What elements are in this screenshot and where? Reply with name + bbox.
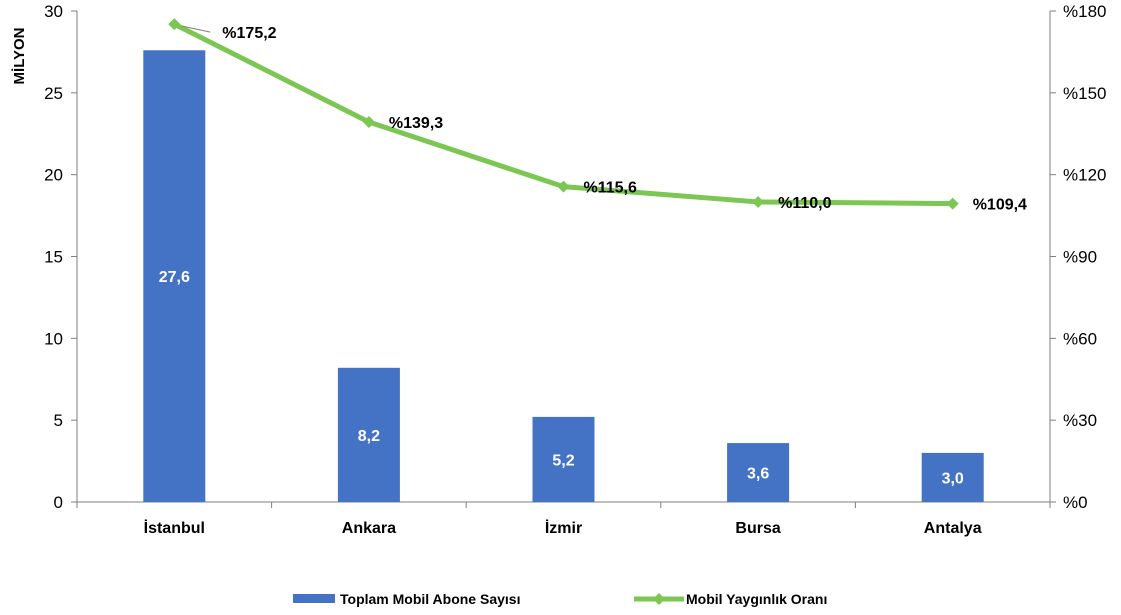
bar bbox=[727, 443, 790, 502]
line-data-label: %110,0 bbox=[778, 195, 831, 212]
labels-group: 27,6 8,2 5,2 3,6 3,0 %175,2 %139,3 %115,6 %110,0… bbox=[159, 25, 1027, 487]
left-tick-label: 20 bbox=[44, 166, 63, 185]
right-tick-label: %90 bbox=[1063, 248, 1097, 267]
category-label: Antalya bbox=[924, 520, 982, 537]
right-tick-label: %180 bbox=[1063, 2, 1106, 21]
legend-swatch-marker bbox=[653, 593, 665, 605]
leader-line bbox=[182, 25, 211, 33]
left-tick-label: 15 bbox=[44, 248, 63, 267]
bars-group bbox=[143, 50, 984, 502]
line-point-marker bbox=[168, 18, 181, 31]
y-axis-title: MİLYON bbox=[11, 28, 28, 85]
right-tick-label: %120 bbox=[1063, 166, 1106, 185]
bar-data-label: 3,6 bbox=[747, 466, 769, 483]
line-point-marker bbox=[752, 195, 765, 208]
left-tick-label: 10 bbox=[44, 329, 63, 348]
line-series-group bbox=[168, 18, 959, 210]
right-tick-label: %0 bbox=[1063, 493, 1088, 512]
bar-data-label: 27,6 bbox=[159, 269, 190, 286]
line-point-marker bbox=[557, 180, 570, 193]
legend-label-bar: Toplam Mobil Abone Sayısı bbox=[340, 591, 520, 607]
right-tick-label: %150 bbox=[1063, 84, 1106, 103]
legend-swatch-bar bbox=[293, 594, 335, 603]
line-point-marker bbox=[946, 197, 959, 210]
bar bbox=[921, 452, 984, 502]
line-data-label: %175,2 bbox=[222, 25, 276, 42]
line-point-marker bbox=[362, 116, 375, 129]
ticks-group: 0 5 10 15 20 25 30 %0 %30 %60 %90 %120 %150 %180 İstan… bbox=[44, 2, 1106, 537]
bar-data-label: 8,2 bbox=[358, 428, 380, 445]
category-label: Ankara bbox=[342, 520, 396, 537]
left-tick-label: 25 bbox=[44, 84, 63, 103]
legend-label-line: Mobil Yaygınlık Oranı bbox=[686, 591, 827, 607]
line-series-path bbox=[171, 21, 956, 207]
left-tick-label: 5 bbox=[54, 411, 63, 430]
bar bbox=[337, 367, 400, 502]
line-data-label: %115,6 bbox=[584, 180, 637, 197]
right-tick-label: %30 bbox=[1063, 411, 1097, 430]
bar-data-label: 3,0 bbox=[942, 470, 964, 487]
line-data-label: %109,4 bbox=[973, 197, 1027, 214]
bar-data-label: 5,2 bbox=[552, 452, 574, 469]
category-label: İstanbul bbox=[144, 519, 205, 537]
bar bbox=[532, 416, 595, 502]
category-label: İzmir bbox=[545, 519, 582, 537]
left-tick-label: 0 bbox=[54, 493, 63, 512]
line-data-label: %139,3 bbox=[389, 115, 443, 132]
right-tick-label: %60 bbox=[1063, 329, 1097, 348]
left-tick-label: 30 bbox=[44, 2, 63, 21]
legend: Toplam Mobil Abone Sayısı Mobil Yaygınlık… bbox=[293, 591, 827, 607]
category-label: Bursa bbox=[735, 520, 780, 537]
bar bbox=[143, 50, 206, 502]
